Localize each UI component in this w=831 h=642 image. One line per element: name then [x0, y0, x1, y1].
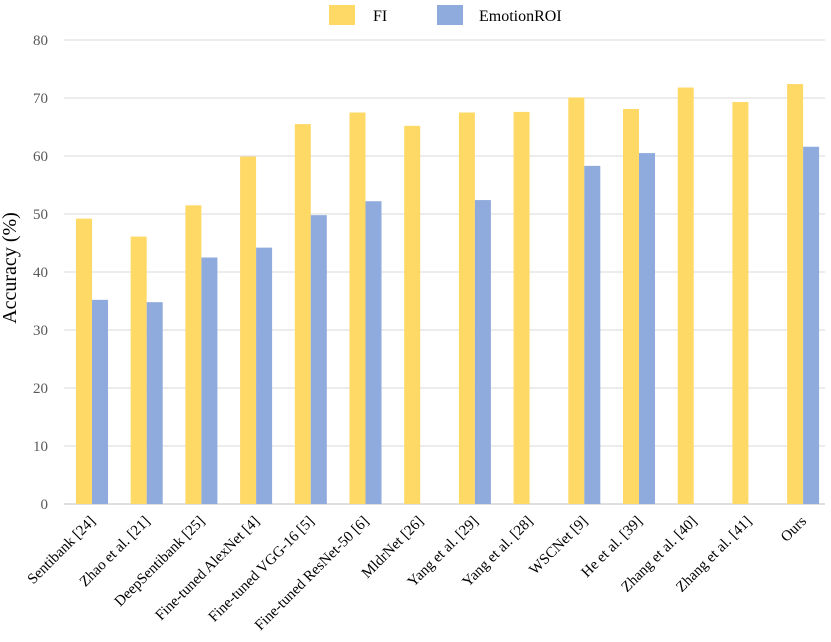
legend-label-fi: FI	[373, 8, 387, 25]
y-tick-label: 50	[33, 207, 48, 223]
bar-fi-12	[732, 102, 749, 504]
bar-fi-4	[294, 124, 311, 504]
bar-fi-8	[513, 111, 530, 505]
y-tick-label: 30	[33, 323, 48, 339]
bar-fi-9	[568, 97, 585, 505]
x-category-label: Ours	[778, 513, 810, 545]
bar-emotionroi-4	[310, 215, 327, 504]
bar-fi-11	[677, 87, 694, 504]
bar-emotionroi-5	[365, 201, 382, 505]
bar-emotionroi-9	[584, 165, 601, 505]
legend-swatch-fi	[329, 5, 355, 25]
bar-fi-7	[458, 112, 475, 504]
bar-emotionroi-7	[474, 200, 491, 504]
y-tick-label: 60	[33, 149, 48, 165]
x-category-label: DeepSentibank [25]	[112, 514, 208, 610]
y-axis-title: Accuracy (%)	[0, 212, 21, 324]
y-tick-label: 10	[33, 439, 48, 455]
bars	[76, 84, 820, 505]
y-tick-label: 80	[33, 33, 48, 49]
bar-fi-5	[349, 112, 366, 504]
bar-fi-1	[130, 236, 147, 504]
y-tick-labels: 0 10 20 30 40 50 60 70 80	[33, 33, 48, 513]
bar-fi-6	[404, 125, 421, 504]
legend: FI EmotionROI	[329, 5, 562, 25]
bar-fi-2	[185, 205, 202, 505]
bar-emotionroi-13	[803, 146, 820, 504]
y-tick-label: 70	[33, 91, 48, 107]
bar-emotionroi-10	[639, 153, 655, 504]
x-category-label: Fine-tuned ResNet-50 [6]	[252, 514, 372, 634]
y-tick-label: 40	[33, 265, 48, 281]
x-category-labels: Sentibank [24]Zhao et al. [21]DeepSentib…	[25, 513, 810, 633]
bar-fi-13	[787, 84, 804, 504]
bar-emotionroi-3	[256, 247, 273, 504]
grid-lines	[64, 39, 825, 505]
x-category-label: Fine-tuned VGG-16 [5]	[206, 514, 318, 626]
bar-emotionroi-1	[146, 302, 163, 504]
bar-emotionroi-2	[201, 257, 218, 504]
bar-fi-0	[76, 218, 92, 504]
x-category-label: Fine-tuned AlexNet [4]	[153, 514, 263, 624]
bar-fi-3	[240, 156, 257, 504]
legend-label-emotionroi: EmotionROI	[479, 8, 562, 25]
y-tick-label: 0	[41, 497, 49, 513]
bar-fi-10	[623, 109, 639, 505]
legend-swatch-emotionroi	[437, 5, 463, 25]
bar-emotionroi-0	[92, 299, 108, 504]
y-tick-label: 20	[33, 381, 48, 397]
